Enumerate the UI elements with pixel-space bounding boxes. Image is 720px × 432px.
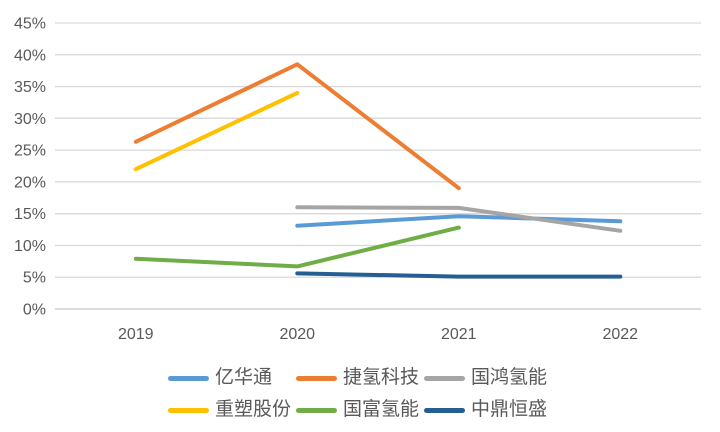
legend-label: 中鼎恒盛 (471, 398, 548, 420)
legend-swatch-icon (424, 407, 465, 413)
legend-item: 中鼎恒盛 (424, 398, 552, 421)
series-line-6 (295, 271, 623, 279)
legend-item: 国鸿氢能 (424, 367, 552, 389)
legend-swatch-icon (424, 375, 465, 381)
y-axis-tick-label: 35% (14, 79, 46, 96)
legend-swatch-icon (296, 407, 337, 413)
y-axis-tick-label: 10% (14, 238, 46, 255)
y-axis-tick-label: 5% (23, 270, 46, 287)
series-line-5 (133, 225, 461, 269)
legend-item: 重塑股份 (168, 398, 296, 421)
series-line-4 (133, 90, 300, 172)
legend-label: 捷氢科技 (343, 367, 420, 388)
legend-swatch-icon (168, 407, 209, 413)
legend-swatch-icon (168, 375, 209, 381)
legend-label: 国富氢能 (343, 398, 420, 420)
chart-legend: 亿华通 捷氢科技 国鸿氢能重塑股份 国富氢能 中鼎恒盛 (0, 367, 720, 421)
legend-label: 国鸿氢能 (471, 367, 548, 388)
series-line-2 (133, 62, 461, 191)
series-line-1 (295, 214, 623, 228)
x-axis-tick-label: 2022 (602, 326, 638, 343)
y-axis-tick-label: 45% (14, 16, 46, 33)
y-axis-tick-label: 40% (14, 47, 46, 64)
legend-label: 亿华通 (215, 367, 273, 388)
x-axis-tick-label: 2019 (118, 326, 154, 343)
y-axis-tick-label: 15% (14, 206, 46, 223)
plot-area: 0% 5% 10% 15% 20% 25% 30% 35% 40% 45% 2019 2020 2021… (14, 16, 701, 343)
x-axis-tick-label: 2021 (441, 326, 477, 343)
legend-swatch-icon (296, 375, 337, 381)
legend-item: 亿华通 (168, 367, 296, 389)
legend-item: 国富氢能 (296, 398, 424, 421)
y-axis-tick-label: 30% (14, 111, 46, 128)
y-axis-tick-label: 20% (14, 174, 46, 191)
x-axis-tick-label: 2020 (279, 326, 315, 343)
y-axis-tick-label: 25% (14, 143, 46, 160)
legend-label: 重塑股份 (215, 398, 292, 420)
y-axis-tick-label: 0% (23, 302, 46, 319)
series-line-3 (295, 205, 623, 233)
legend-item: 捷氢科技 (296, 367, 424, 389)
